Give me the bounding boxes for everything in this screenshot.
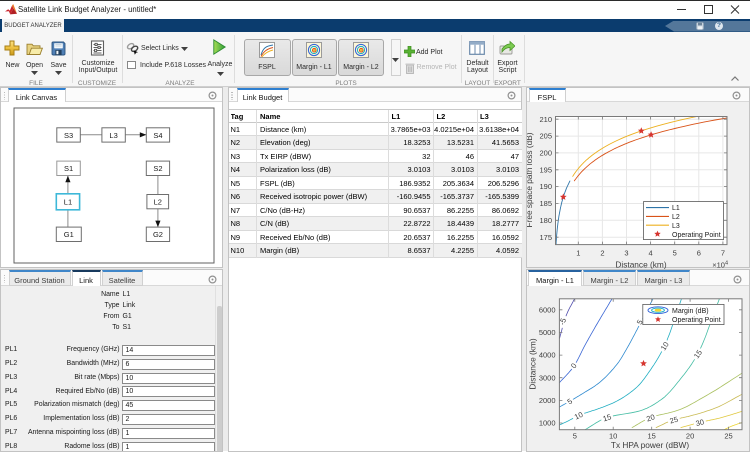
- svg-text:L1: L1: [64, 198, 72, 207]
- svg-text:3000: 3000: [539, 373, 556, 382]
- svg-text:195: 195: [539, 165, 552, 174]
- svg-text:-5: -5: [557, 317, 568, 326]
- svg-text:15: 15: [648, 432, 656, 441]
- svg-text:4: 4: [649, 249, 653, 258]
- svg-text:30: 30: [695, 417, 705, 428]
- svg-text:S2: S2: [153, 164, 162, 173]
- svg-text:Distance (km): Distance (km): [615, 260, 666, 270]
- svg-text:S1: S1: [64, 164, 73, 173]
- svg-text:2000: 2000: [539, 396, 556, 405]
- svg-text:Distance (km): Distance (km): [528, 338, 538, 389]
- svg-text:S4: S4: [153, 131, 162, 140]
- svg-text:20: 20: [686, 432, 694, 441]
- svg-text:L2: L2: [672, 214, 680, 221]
- svg-text:L3: L3: [109, 131, 117, 140]
- svg-text:175: 175: [539, 233, 552, 242]
- svg-text:5: 5: [565, 397, 574, 407]
- svg-text:L1: L1: [672, 205, 680, 212]
- svg-text:5000: 5000: [539, 328, 556, 337]
- svg-text:190: 190: [539, 182, 552, 191]
- svg-text:Margin (dB): Margin (dB): [672, 308, 709, 315]
- svg-text:Operating Point: Operating Point: [672, 317, 721, 324]
- svg-text:5: 5: [673, 249, 677, 258]
- svg-text:200: 200: [539, 149, 552, 158]
- svg-text:25: 25: [724, 432, 732, 441]
- svg-text:Free space path loss (dB): Free space path loss (dB): [527, 132, 534, 227]
- svg-text:15: 15: [692, 348, 704, 360]
- svg-text:Operating Point: Operating Point: [672, 232, 721, 239]
- svg-text:Tx HPA power (dBW): Tx HPA power (dBW): [611, 440, 689, 450]
- svg-text:4000: 4000: [539, 351, 556, 360]
- svg-text:25: 25: [669, 415, 679, 426]
- svg-text:1: 1: [576, 249, 580, 258]
- svg-text:S3: S3: [64, 131, 73, 140]
- svg-text:6000: 6000: [539, 305, 556, 314]
- svg-text:G2: G2: [153, 230, 163, 239]
- svg-text:15: 15: [602, 412, 613, 423]
- svg-text:L3: L3: [672, 223, 680, 230]
- svg-text:10: 10: [659, 340, 671, 352]
- svg-text:3: 3: [624, 249, 628, 258]
- svg-text:G1: G1: [64, 230, 74, 239]
- svg-text:5: 5: [635, 318, 645, 326]
- svg-text:10: 10: [609, 432, 617, 441]
- svg-text:210: 210: [539, 115, 552, 124]
- svg-text:L2: L2: [154, 197, 162, 206]
- svg-text:1000: 1000: [539, 419, 556, 428]
- svg-text:10: 10: [573, 410, 584, 422]
- svg-text:180: 180: [539, 216, 552, 225]
- svg-text:6: 6: [697, 249, 701, 258]
- svg-text:7: 7: [721, 249, 725, 258]
- svg-text:5: 5: [573, 432, 577, 441]
- svg-text:205: 205: [539, 132, 552, 141]
- svg-text:0: 0: [569, 361, 579, 370]
- svg-text:20: 20: [645, 412, 656, 423]
- svg-text:185: 185: [539, 199, 552, 208]
- svg-text:2: 2: [600, 249, 604, 258]
- svg-text:×104: ×104: [712, 261, 728, 270]
